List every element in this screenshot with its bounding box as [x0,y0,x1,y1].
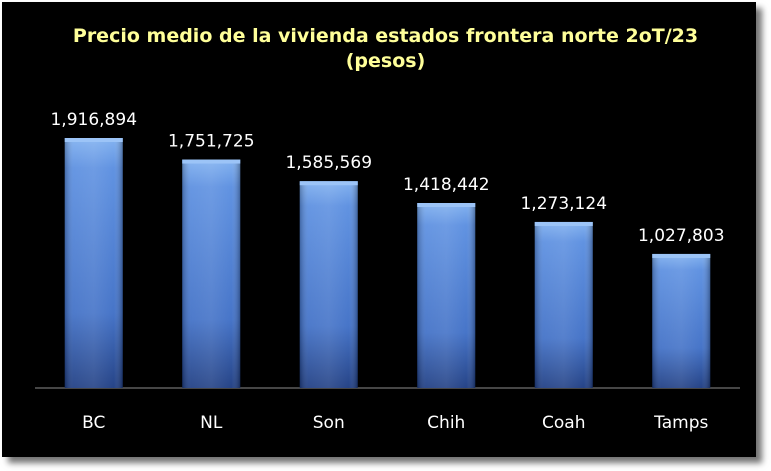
category-label-bc: BC [82,413,105,433]
category-label-tamps: Tamps [653,413,708,433]
bar-cap-son [299,181,358,186]
bar-shading-bc [64,138,123,388]
bar-cap-chih [417,203,476,208]
data-label-chih: 1,418,442 [403,175,490,195]
bar-shading-son [299,181,358,388]
data-label-bc: 1,916,894 [50,110,137,130]
data-label-son: 1,585,569 [285,153,372,173]
bar-shading-nl [182,159,241,388]
data-label-coah: 1,273,124 [520,194,607,214]
bar-cap-tamps [652,253,711,258]
chart-title: Precio medio de la vivienda estados fron… [72,25,699,47]
data-label-tamps: 1,027,803 [638,226,725,246]
category-label-coah: Coah [542,413,585,433]
bar-shading-tamps [652,253,711,388]
bar-series: 1,916,894 BC 1,751,725 NL 1,585,569 Son 1,418,… [50,110,724,433]
bar-shading-chih [417,203,476,388]
category-label-chih: Chih [427,413,465,433]
chart-area [2,2,756,457]
bar-cap-coah [534,221,593,226]
data-label-nl: 1,751,725 [168,132,255,152]
bar-shading-coah [534,221,593,388]
category-label-son: Son [313,413,345,433]
chart-subtitle: (pesos) [345,50,426,72]
chart-title-block: Precio medio de la vivienda estados fron… [0,24,771,74]
bar-cap-bc [64,138,123,142]
category-label-nl: NL [200,413,223,433]
bar-cap-nl [182,159,241,164]
